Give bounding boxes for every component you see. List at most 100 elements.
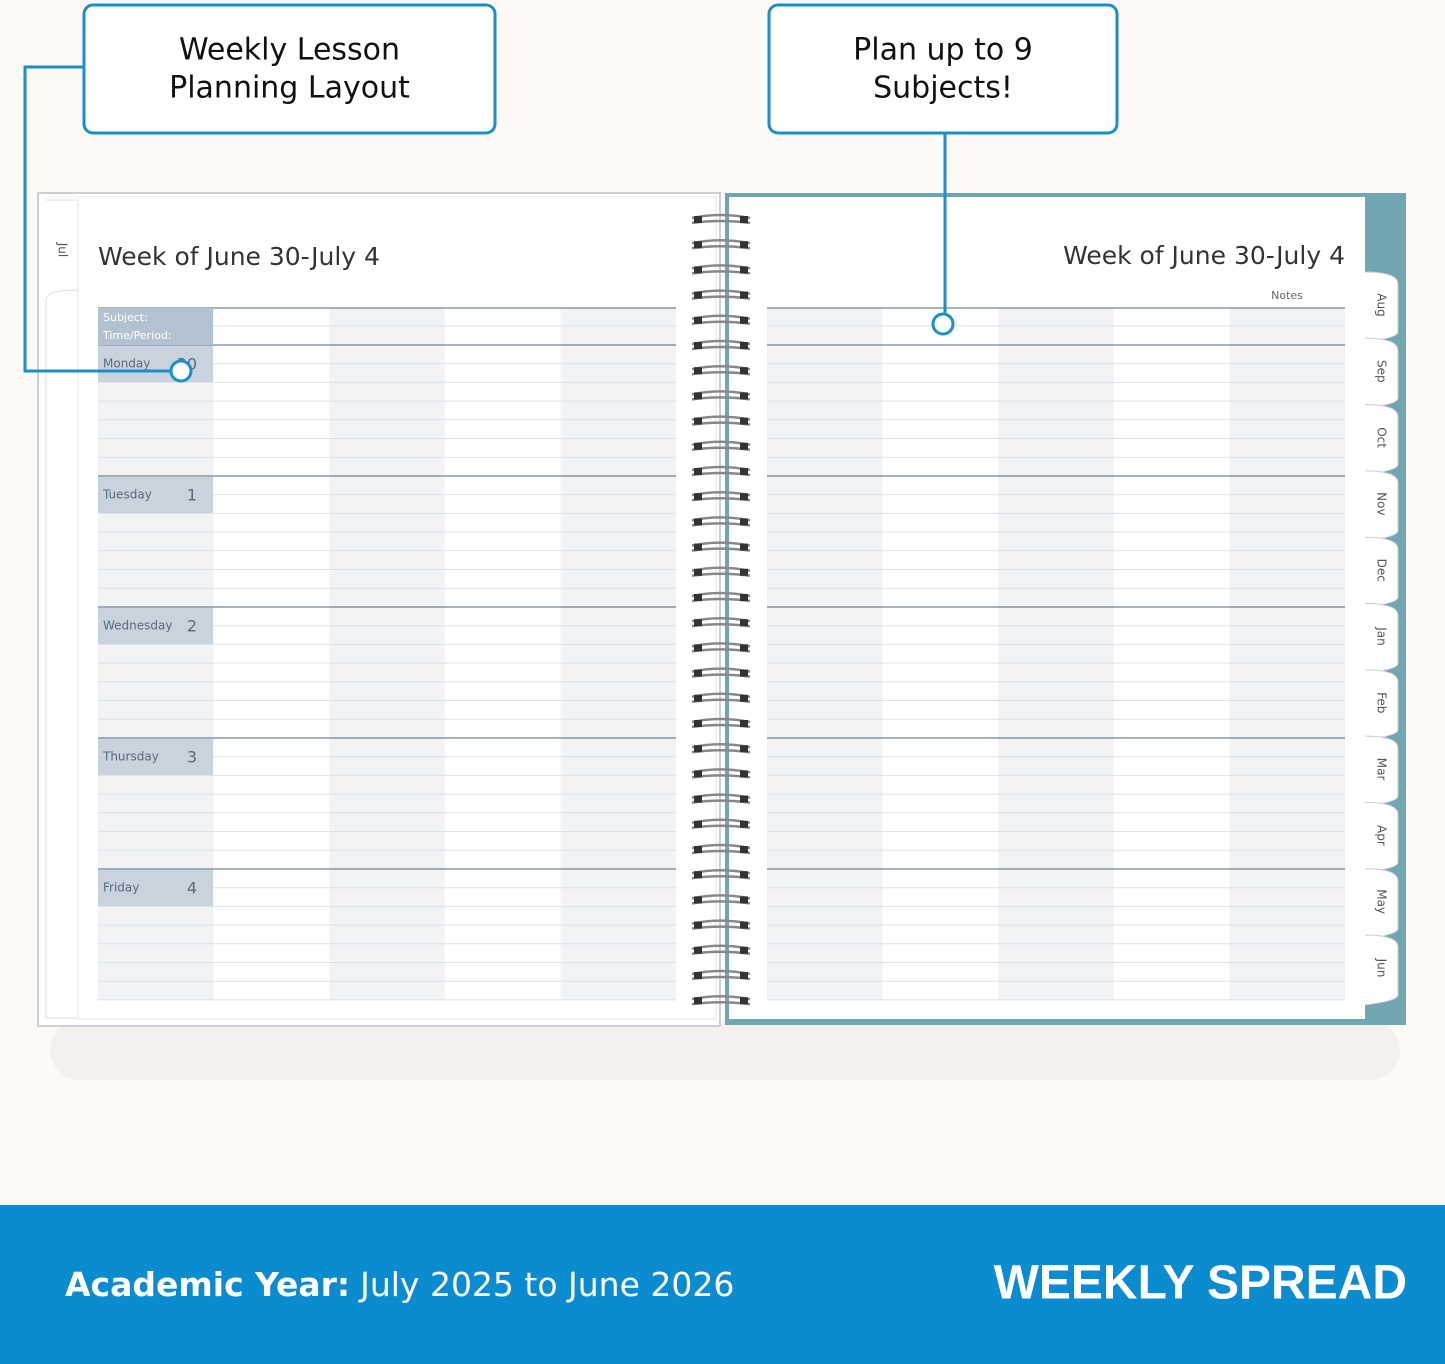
spiral-hole — [740, 669, 748, 677]
spiral-hole — [694, 644, 702, 652]
month-tab-label: Mar — [1375, 758, 1389, 781]
spiral-hole — [740, 946, 748, 954]
callout-box — [767, 3, 1119, 135]
spiral-hole — [694, 266, 702, 274]
spiral-hole — [694, 216, 702, 223]
column-shade — [329, 308, 445, 1000]
spiral-hole — [694, 770, 702, 778]
spiral-hole — [694, 468, 702, 475]
spiral-hole — [740, 241, 748, 249]
page-title: Week of June 30-July 4 — [1063, 241, 1345, 270]
spiral-hole — [740, 493, 748, 501]
spiral-hole — [694, 568, 702, 576]
day-name: Friday — [103, 881, 139, 895]
month-tab-label: Oct — [1375, 427, 1389, 448]
day-label-box — [98, 608, 213, 644]
spiral-hole — [740, 417, 748, 425]
month-tab — [1364, 934, 1399, 1006]
shadow — [50, 1020, 1400, 1080]
spiral-hole — [694, 442, 702, 450]
day-date: 3 — [187, 748, 197, 767]
column-shade — [998, 308, 1114, 1000]
day-name: Tuesday — [102, 488, 152, 502]
spiral-hole — [694, 820, 702, 828]
spiral-hole — [740, 644, 748, 652]
column-shade — [767, 308, 883, 1000]
day-date: 1 — [187, 486, 197, 505]
month-tab-label: Aug — [1375, 293, 1389, 316]
header-label-box — [98, 308, 213, 345]
spiral-hole — [694, 291, 702, 299]
spiral-hole — [740, 619, 748, 627]
day-date: 2 — [187, 617, 197, 636]
spiral-hole — [740, 820, 748, 828]
spiral-hole — [694, 720, 702, 727]
spiral-hole — [694, 921, 702, 929]
callout-text: Subjects! — [873, 71, 1013, 106]
spiral-hole — [740, 392, 748, 400]
column-shade — [560, 308, 676, 1000]
spiral-hole — [694, 316, 702, 324]
day-label-box — [98, 739, 213, 775]
academic-range: July 2025 to June 2026 — [358, 1265, 734, 1304]
page-title: Week of June 30-July 4 — [98, 242, 380, 271]
spiral-hole — [694, 518, 702, 526]
day-label-box — [98, 346, 213, 382]
day-name: Thursday — [102, 750, 159, 764]
callout-text: Planning Layout — [169, 71, 410, 106]
day-name: Wednesday — [103, 619, 172, 633]
spiral-hole — [694, 745, 702, 753]
month-tab-label: Nov — [1375, 492, 1389, 515]
spiral-hole — [694, 946, 702, 954]
spiral-hole — [740, 694, 748, 702]
spiral-hole — [740, 745, 748, 753]
month-tab-label: Jan — [1375, 626, 1389, 646]
spiral-hole — [694, 619, 702, 627]
spiral-hole — [694, 543, 702, 551]
header-label: Time/Period: — [102, 329, 172, 342]
spiral-hole — [740, 518, 748, 526]
callout-text: Weekly Lesson — [179, 33, 400, 68]
spiral-hole — [694, 392, 702, 400]
footer-band — [0, 1205, 1445, 1364]
callout-box — [82, 3, 497, 135]
column-shade — [1229, 308, 1345, 1000]
spiral-hole — [694, 972, 702, 979]
academic-year: Academic Year: July 2025 to June 2026 — [65, 1265, 734, 1304]
spiral-hole — [740, 367, 748, 375]
spiral-hole — [694, 846, 702, 853]
day-name: Monday — [103, 357, 150, 371]
spiral-hole — [740, 442, 748, 450]
spiral-hole — [740, 846, 748, 853]
spiral-hole — [740, 342, 748, 349]
left-tab — [45, 199, 79, 1019]
spiral-hole — [694, 795, 702, 803]
spiral-hole — [694, 493, 702, 501]
month-tab-label: May — [1375, 889, 1389, 914]
spiral-hole — [694, 241, 702, 249]
spiral-hole — [694, 896, 702, 904]
month-tab-label: Feb — [1375, 692, 1389, 713]
spiral-hole — [740, 316, 748, 324]
spiral-hole — [740, 896, 748, 904]
spiral-hole — [740, 568, 748, 576]
day-label-box — [98, 870, 213, 906]
spiral-hole — [740, 871, 748, 879]
month-tab-label: Dec — [1375, 559, 1389, 582]
spiral-hole — [694, 594, 702, 601]
spiral-hole — [740, 720, 748, 727]
header-label: Subject: — [103, 311, 148, 324]
spiral-hole — [694, 871, 702, 879]
month-tab-label: Sep — [1375, 360, 1389, 383]
spiral-hole — [740, 543, 748, 551]
spiral-hole — [740, 468, 748, 475]
spiral-hole — [740, 266, 748, 274]
spiral-hole — [740, 972, 748, 979]
tab-label: Jul — [56, 242, 70, 257]
spiral-hole — [694, 997, 702, 1005]
callout-text: Plan up to 9 — [853, 33, 1033, 68]
day-label-box — [98, 477, 213, 513]
spiral-hole — [694, 342, 702, 349]
spiral-hole — [694, 669, 702, 677]
spiral-hole — [740, 594, 748, 601]
